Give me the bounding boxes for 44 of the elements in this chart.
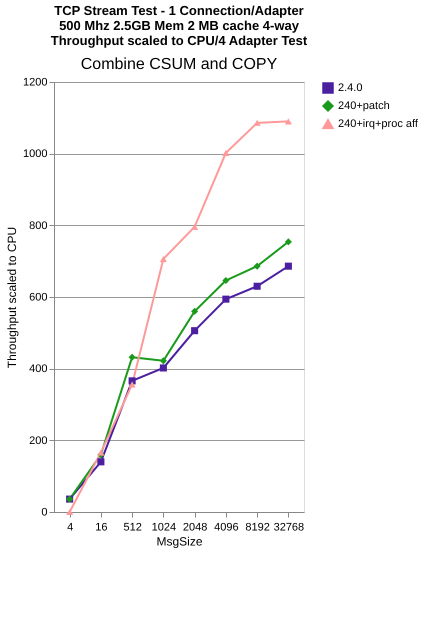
point — [97, 458, 104, 466]
point — [254, 120, 261, 126]
point — [222, 276, 230, 284]
x-tick-label: 8192 — [245, 522, 270, 534]
point — [191, 308, 198, 315]
y-tick-label: 400 — [29, 363, 48, 376]
point — [191, 224, 198, 230]
x-tick-label: 512 — [123, 522, 142, 534]
x-tick-label: 4096 — [214, 522, 239, 534]
y-axis-title: Throughput scaled to CPU — [5, 226, 20, 368]
point — [254, 282, 261, 290]
text: TCP Stream Test - 1 Connection/Adapter — [54, 3, 304, 18]
text: Combine CSUM and COPY — [80, 56, 278, 73]
point — [222, 150, 230, 156]
point — [284, 262, 292, 270]
point — [284, 118, 292, 124]
y-tick-label: 1000 — [23, 148, 48, 160]
point — [128, 354, 136, 361]
y-tick-label: 600 — [29, 292, 48, 304]
legend-label: 240+irq+proc aff — [338, 118, 419, 130]
point — [254, 262, 261, 270]
x-tick-label: 16 — [95, 522, 108, 534]
point — [284, 238, 292, 246]
x-tick-label: 4 — [67, 522, 74, 534]
point — [191, 327, 198, 334]
point — [128, 381, 136, 388]
point — [160, 364, 167, 372]
point — [160, 357, 167, 364]
y-tick-label: 800 — [29, 220, 48, 232]
y-tick-label: 0 — [41, 506, 48, 518]
x-tick-label: 2048 — [182, 522, 208, 534]
legend-label: 2.4.0 — [338, 82, 362, 94]
text: 500 Mhz 2.5GB Mem 2 MB cache 4-way — [59, 18, 299, 33]
point — [222, 296, 230, 303]
x-axis-title: MsgSize — [156, 534, 203, 548]
x-tick-label: 1024 — [152, 522, 176, 534]
point — [160, 256, 167, 262]
point — [97, 449, 104, 456]
y-tick-label: 200 — [29, 434, 48, 447]
text: Throughput scaled to CPU/4 Adapter Test — [50, 33, 308, 48]
x-tick-label: 32768 — [274, 522, 304, 534]
legend-label: 240+patch — [338, 100, 390, 112]
point — [66, 508, 74, 516]
y-tick-label: 1200 — [23, 76, 48, 88]
